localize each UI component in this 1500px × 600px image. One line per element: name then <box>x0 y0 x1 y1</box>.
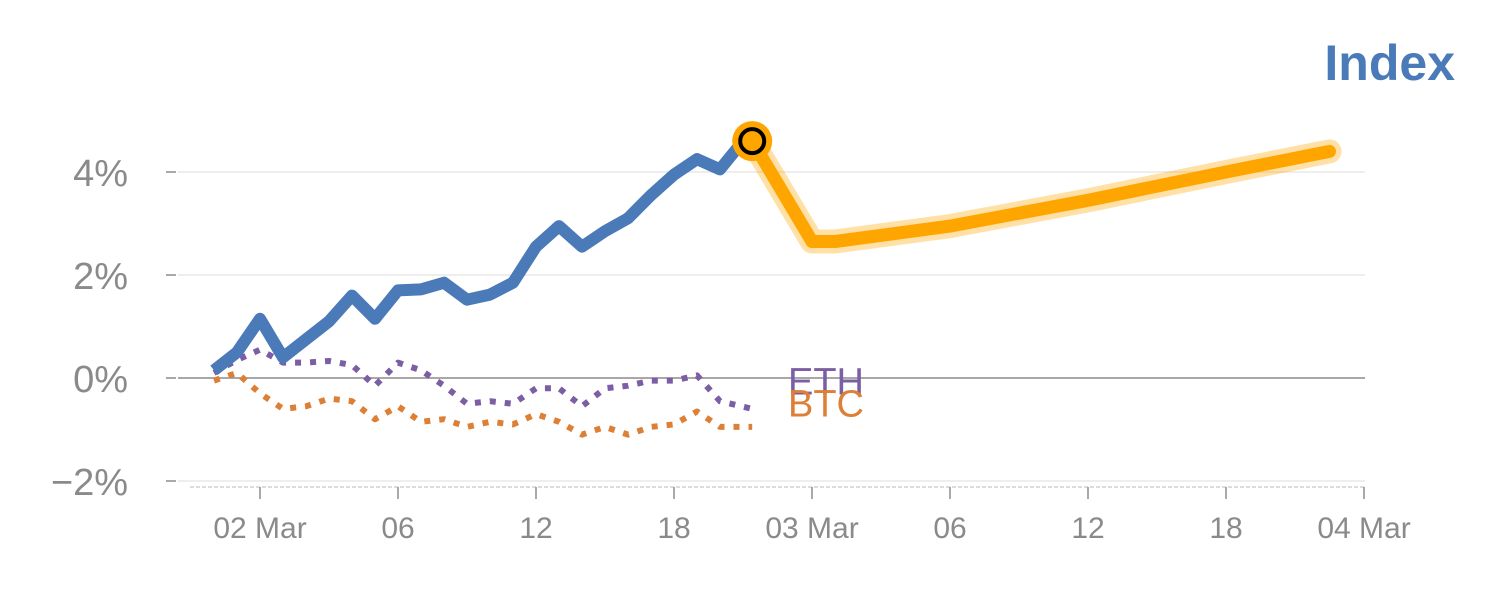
x-tick-label: 03 Mar <box>765 512 858 545</box>
series-label-btc: BTC <box>788 384 864 426</box>
series-line-index <box>210 137 748 376</box>
series-label-eth: ETH <box>788 362 864 404</box>
x-tick-label: 04 Mar <box>1317 512 1410 545</box>
series-line-forecast <box>745 134 1336 248</box>
y-tick-label: −2% <box>51 462 128 504</box>
x-tick-label: 06 <box>381 512 414 545</box>
series-line-btc <box>213 369 753 438</box>
marker-halo <box>732 121 773 162</box>
series-lines <box>210 129 1342 438</box>
marker-ring <box>738 127 767 156</box>
y-tick-label: 0% <box>73 359 128 401</box>
x-tick-label: 06 <box>933 512 966 545</box>
axes: −2% 0% 2% 4% 02 Mar 06 12 18 03 Mar 06 12 18 04 Mar <box>51 153 1411 545</box>
series-line-eth <box>212 346 753 412</box>
x-tick-label: 18 <box>1209 512 1242 545</box>
x-tick-label: 12 <box>519 512 552 545</box>
series-glow-forecast <box>740 129 1342 254</box>
y-tick-label: 2% <box>73 256 128 298</box>
grid-lines <box>178 171 1365 482</box>
x-tick-label: 18 <box>657 512 690 545</box>
y-tick-label: 4% <box>73 153 128 195</box>
current-point-marker <box>732 121 773 162</box>
chart-title: Index <box>1324 35 1455 91</box>
x-tick-label: 02 Mar <box>213 512 306 545</box>
x-tick-label: 12 <box>1071 512 1104 545</box>
